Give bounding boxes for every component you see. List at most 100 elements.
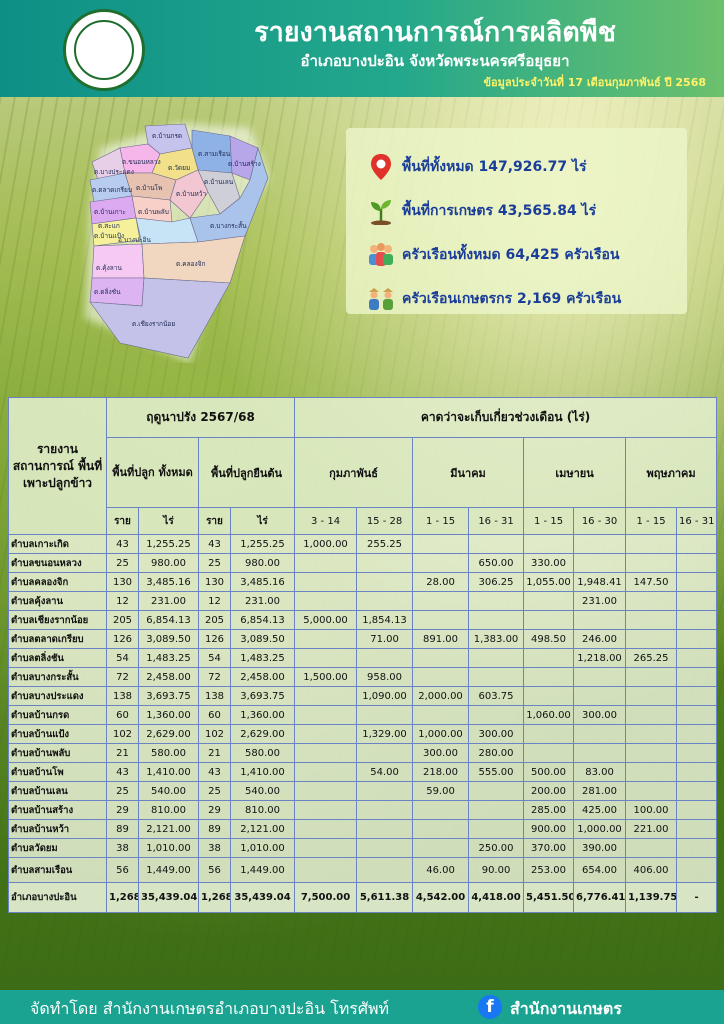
table-cell: 1,090.00: [356, 686, 414, 706]
col-header-report: รายงาน สถานการณ์ พื้นที่ เพาะปลูกข้าว: [8, 397, 107, 535]
table-cell: 603.75: [468, 686, 525, 706]
table-cell: 1,410.00: [229, 762, 296, 782]
table-cell: [412, 591, 470, 611]
table-cell: 56: [106, 857, 139, 883]
table-cell: 1,010.00: [138, 838, 199, 858]
col-header-households: ราย: [198, 507, 231, 535]
map-label: ต.บ้านหว้า: [176, 190, 206, 198]
table-cell: 1,218.00: [573, 648, 627, 668]
table-cell: 4,542.00: [412, 882, 470, 913]
table-cell: 500.00: [523, 762, 575, 782]
table-cell: 126: [106, 629, 139, 649]
table-cell: 1,255.25: [229, 534, 296, 554]
subdistrict-name-cell: ตำบลตลาดเกรียบ: [8, 629, 107, 649]
table-cell: [573, 667, 627, 687]
col-header-period: 16 - 31: [468, 507, 525, 535]
table-cell: 253.00: [523, 857, 575, 883]
map-label: ต.บ้านกรด: [152, 132, 182, 140]
table-cell: [625, 762, 678, 782]
rice-harvest-table-wrap: รายงาน สถานการณ์ พื้นที่ เพาะปลูกข้าว ฤด…: [8, 397, 718, 913]
department-seal-logo: [63, 9, 145, 91]
subdistrict-name-cell: ตำบลบ้านพลับ: [8, 743, 107, 763]
stat-total-area-text: พื้นที่ทั้งหมด 147,926.77 ไร่: [402, 159, 587, 175]
table-cell: 28.00: [412, 572, 470, 592]
table-cell: 60: [106, 705, 139, 725]
table-cell: 102: [106, 724, 139, 744]
footer-facebook-page[interactable]: สำนักงานเกษตร: [510, 999, 622, 1018]
table-cell: [294, 572, 358, 592]
table-cell: [294, 781, 358, 801]
table-cell: 6,776.41: [573, 882, 627, 913]
table-cell: 1,410.00: [138, 762, 199, 782]
table-cell: [625, 724, 678, 744]
subdistrict-name-cell: ตำบลคลองจิก: [8, 572, 107, 592]
table-cell: [294, 762, 358, 782]
table-cell: 1,000.00: [294, 534, 358, 554]
table-cell: [625, 629, 678, 649]
location-pin-icon: [366, 152, 396, 182]
table-row: ตำบลตลิ่งชัน 54 1,483.25 54 1,483.25 1,218.00…: [8, 648, 718, 668]
table-cell: 147.50: [625, 572, 678, 592]
table-cell: 958.00: [356, 667, 414, 687]
table-cell: 285.00: [523, 800, 575, 820]
seal-emblem: [74, 20, 134, 80]
table-cell: [523, 591, 575, 611]
table-cell: [294, 743, 358, 763]
table-cell: [625, 705, 678, 725]
subdistrict-name-cell: ตำบลบ้านกรด: [8, 705, 107, 725]
table-cell: [356, 648, 414, 668]
table-cell: [523, 610, 575, 630]
map-label: ต.บ้านสร้าง: [228, 160, 261, 168]
table-cell: 330.00: [523, 553, 575, 573]
table-cell: 1,000.00: [573, 819, 627, 839]
table-cell: [625, 534, 678, 554]
table-cell: -: [676, 882, 718, 913]
map-label: ต.คุ้งลาน: [96, 264, 122, 272]
table-cell: [412, 610, 470, 630]
table-cell: [676, 838, 718, 858]
map-label: ต.สามเรือน: [198, 150, 231, 158]
table-cell: 1,449.00: [229, 857, 296, 883]
table-cell: 43: [106, 762, 139, 782]
table-cell: [356, 781, 414, 801]
stat-total-households: ครัวเรือนทั้งหมด 64,425 ครัวเรือน: [366, 240, 619, 270]
map-label: ต.บางประแดง: [94, 168, 134, 176]
table-cell: [468, 534, 525, 554]
map-label: ต.บางกระสั้น: [210, 221, 247, 230]
table-cell: [573, 724, 627, 744]
table-cell: 1,139.75: [625, 882, 678, 913]
table-cell: [676, 686, 718, 706]
table-cell: 3,485.16: [138, 572, 199, 592]
map-region-chiang-rak-noi: [89, 277, 231, 359]
table-cell: 59.00: [412, 781, 470, 801]
table-row: ตำบลบ้านเลน 25 540.00 25 540.00 59.00 200.00 28…: [8, 781, 718, 801]
table-cell: 130: [106, 572, 139, 592]
col-header-period: 3 - 14: [294, 507, 358, 535]
table-cell: 1,383.00: [468, 629, 525, 649]
table-row: ตำบลบางประแดง 138 3,693.75 138 3,693.75 1,090…: [8, 686, 718, 706]
map-label: ต.ตลิ่งชัน: [94, 287, 121, 296]
table-row: ตำบลบ้านแป้ง 102 2,629.00 102 2,629.00 1,329.…: [8, 724, 718, 744]
table-cell: 89: [198, 819, 231, 839]
facebook-icon[interactable]: f: [478, 995, 502, 1019]
table-cell: 46.00: [412, 857, 470, 883]
table-cell: [356, 743, 414, 763]
table-cell: 71.00: [356, 629, 414, 649]
table-cell: 390.00: [573, 838, 627, 858]
table-cell: 1,483.25: [229, 648, 296, 668]
table-cell: [676, 762, 718, 782]
table-cell: 281.00: [573, 781, 627, 801]
district-map-svg: ต.บ้านกรด ต.บางประแดง ต.ตลาดเกรียบ ต.ขนอ…: [85, 123, 270, 363]
table-row: ตำบลบ้านโพ 43 1,410.00 43 1,410.00 54.00 218.0…: [8, 762, 718, 782]
table-row: ตำบลวัดยม 38 1,010.00 38 1,010.00 250.00 370.0…: [8, 838, 718, 858]
table-cell: [676, 724, 718, 744]
table-total-row: อำเภอบางปะอิน 1,268 35,439.04 1,268 35,439.0…: [8, 882, 718, 913]
report-date: ข้อมูลประจำวันที่ 17 เดือนกุมภาพันธ์ ปี …: [483, 76, 706, 89]
table-cell: [523, 667, 575, 687]
col-header-month-mar: มีนาคม: [412, 437, 525, 508]
table-cell: 25: [106, 781, 139, 801]
table-cell: 1,449.00: [138, 857, 199, 883]
table-cell: 255.25: [356, 534, 414, 554]
table-cell: 25: [106, 553, 139, 573]
table-cell: [468, 800, 525, 820]
